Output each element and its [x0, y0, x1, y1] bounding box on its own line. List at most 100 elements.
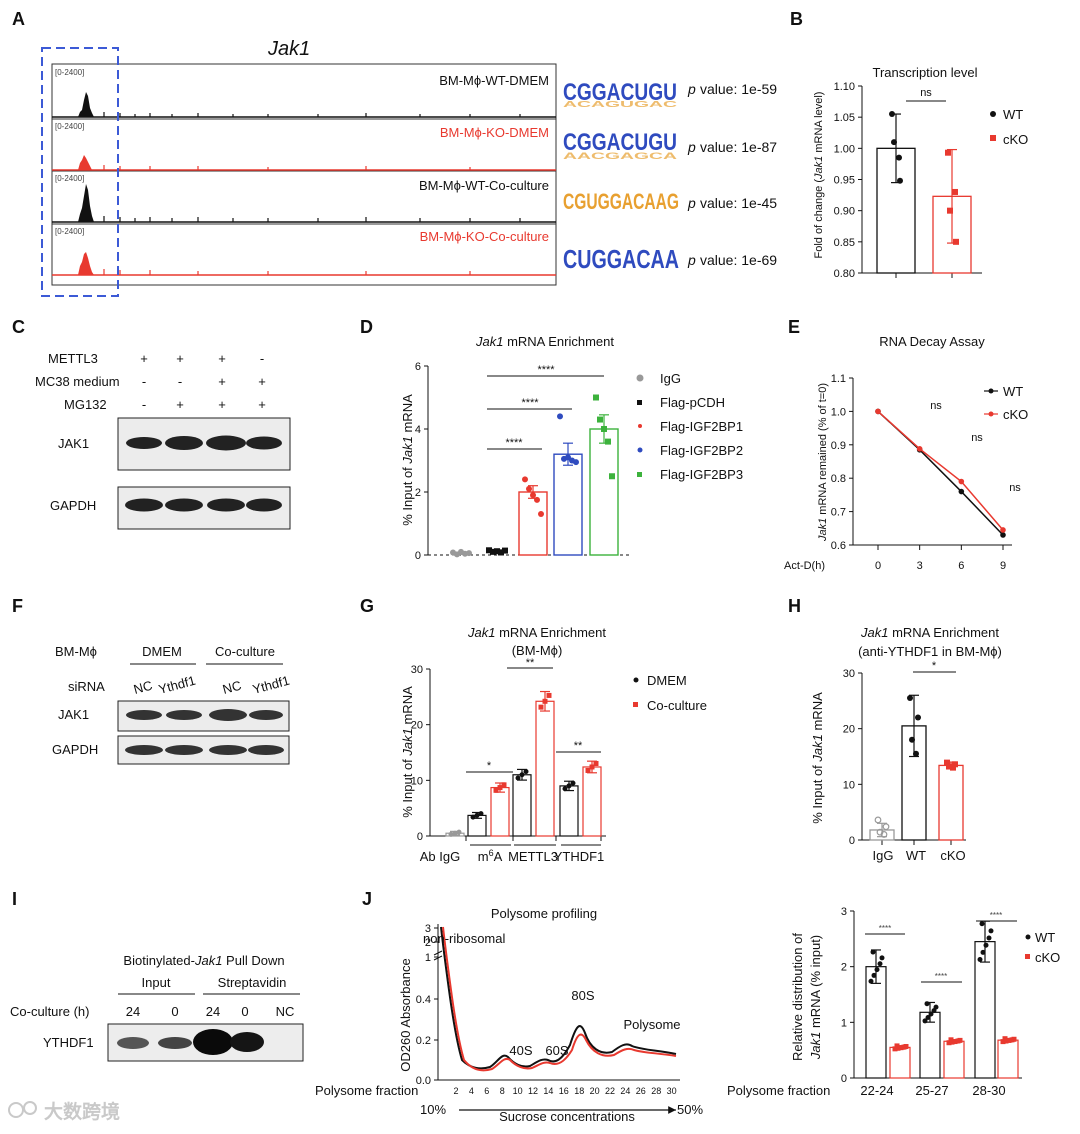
data-point [948, 1037, 954, 1043]
y-tick-label: 0.0 [416, 1075, 431, 1087]
track-label: BM-Mϕ-WT-DMEM [439, 73, 549, 88]
data-point [915, 714, 921, 721]
y-tick-label: 1.0 [831, 406, 846, 418]
y-tick-label: 4 [415, 424, 421, 436]
peak-label: 40S [509, 1043, 532, 1058]
condition-table: METTL3 MC38 medium MG132 + + + - - - + +… [35, 351, 266, 412]
svg-text:+: + [258, 374, 266, 389]
data-point [979, 921, 985, 927]
data-point [546, 692, 552, 698]
y-axis-title: OD260 Absorbance [398, 958, 413, 1071]
y-tick-label: 0 [417, 831, 423, 843]
track-scale: [0-2400] [55, 174, 84, 183]
data-point [573, 459, 579, 466]
legend-marker [637, 400, 642, 405]
x-tick-label: 22 [605, 1086, 615, 1096]
data-point [530, 492, 536, 499]
panel-label-b: B [790, 9, 803, 29]
data-point [897, 177, 903, 184]
data-point [882, 823, 890, 831]
data-point [474, 812, 480, 818]
axis-break [433, 955, 443, 961]
data-point [609, 473, 615, 480]
data-point [1002, 1036, 1008, 1042]
y-tick-label: 20 [843, 724, 855, 736]
motif-p-italic: p [687, 81, 696, 97]
category-label: 28-30 [972, 1083, 1005, 1098]
data-point [493, 787, 499, 793]
legend-marker [633, 677, 639, 683]
track-label: BM-Mϕ-KO-DMEM [440, 125, 549, 140]
data-point [891, 139, 897, 146]
significance-label: **** [990, 911, 1002, 920]
x-tick-label: 10 [513, 1086, 523, 1096]
category-label: WT [906, 848, 926, 863]
data-point [889, 111, 895, 118]
ns-label: ns [1009, 482, 1021, 494]
svg-text:+: + [218, 374, 226, 389]
group-label: Co-culture [215, 644, 275, 659]
data-point [494, 548, 500, 555]
lane-label: 0 [241, 1004, 248, 1019]
category-label: METTL3 [508, 849, 558, 864]
legend-marker [633, 702, 638, 707]
data-point [466, 550, 472, 557]
legend-marker [990, 111, 996, 117]
data-point [924, 1001, 930, 1007]
y-tick-label: 0.6 [831, 540, 846, 552]
lane-label: 24 [206, 1004, 220, 1019]
chart-title: Jak1 mRNA Enrichment [860, 625, 999, 640]
y-axis-title-2: Jak1 mRNA (% input) [808, 935, 823, 1060]
data-point [478, 811, 484, 817]
data-point [952, 1039, 958, 1045]
y-tick-label: 1.10 [834, 81, 855, 93]
motif-logo: CGGACUGU [563, 79, 677, 106]
data-point [988, 928, 994, 934]
y-tick-label: 10 [843, 779, 855, 791]
significance-label: **** [505, 437, 523, 449]
blot-label: YTHDF1 [43, 1035, 94, 1050]
x-tick-label: 0 [875, 560, 881, 572]
svg-text:-: - [142, 374, 146, 389]
motif-p-italic: p [687, 252, 696, 268]
category-label: YTHDF1 [554, 849, 605, 864]
data-point [868, 978, 874, 984]
data-point [497, 785, 503, 791]
watermark-text: 大数跨境 [44, 1100, 120, 1123]
motif-p-value: value: 1e-45 [700, 195, 777, 211]
category-label: Ab IgG [420, 849, 460, 864]
data-point [562, 786, 568, 792]
group-label: Input [142, 975, 171, 990]
condition-label: MG132 [64, 397, 107, 412]
y-tick-label: 0.9 [831, 440, 846, 452]
highlight-box [41, 47, 119, 297]
data-point [903, 1044, 909, 1050]
motif-p-value: value: 1e-59 [700, 81, 777, 97]
watermark-icon [23, 1101, 37, 1115]
legend-label: Flag-IGF2BP2 [660, 443, 743, 458]
chart-title: Polysome profiling [491, 906, 597, 921]
plot-area [445, 690, 602, 837]
data-point [928, 1011, 934, 1017]
data-point [522, 476, 528, 483]
data-point [986, 935, 992, 941]
y-axis-title: Relative distribution of [790, 933, 805, 1061]
panel-label-j: J [362, 889, 372, 909]
y-tick-label: 2 [415, 487, 421, 499]
y-tick-label: 2 [841, 962, 847, 974]
motif-3: CGUGGACAAG p value: 1e-45 [563, 189, 777, 214]
chart-subtitle: (anti-YTHDF1 in BM-Mϕ) [858, 644, 1002, 659]
x-axis-label: Sucrose concentrations [499, 1109, 635, 1124]
legend-label: Flag-IGF2BP3 [660, 467, 743, 482]
data-point [944, 759, 950, 766]
panel-label-d: D [360, 317, 373, 337]
motif-p-value: value: 1e-87 [700, 139, 777, 155]
legend-label: IgG [660, 371, 681, 386]
svg-text:-: - [260, 351, 264, 366]
y-tick-label: 0 [849, 835, 855, 847]
x-tick-label: 30 [667, 1086, 677, 1096]
chart-subtitle: (BM-Mϕ) [512, 643, 563, 658]
data-point [448, 831, 454, 837]
cell-label: BM-Mϕ [55, 644, 97, 659]
data-point [542, 698, 548, 704]
